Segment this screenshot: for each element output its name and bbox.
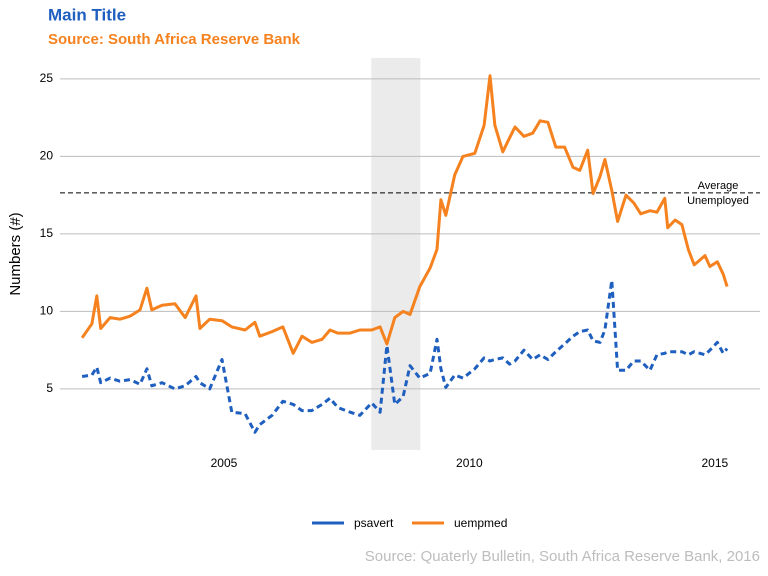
chart-subtitle: Source: South Africa Reserve Bank [48, 31, 301, 48]
y-tick-label: 15 [40, 226, 54, 240]
annotation: Unemployed [687, 195, 749, 207]
legend-label: uempmed [454, 516, 507, 530]
x-tick-label: 2015 [701, 456, 728, 470]
chart-title: Main Title [48, 5, 126, 24]
y-tick-label: 20 [40, 149, 54, 163]
y-tick-label: 10 [40, 304, 54, 318]
x-tick-label: 2010 [456, 456, 483, 470]
legend-label: psavert [354, 516, 394, 530]
x-tick-label: 2005 [211, 456, 238, 470]
y-axis-title: Numbers (#) [7, 212, 24, 295]
series-line [81, 278, 729, 434]
series-line [80, 74, 729, 355]
shaded-period [371, 58, 421, 450]
y-tick-label: 25 [40, 71, 54, 85]
annotation: Average [698, 180, 739, 192]
y-tick-label: 5 [46, 381, 53, 395]
caption: Source: Quaterly Bulletin, South Africa … [365, 548, 760, 565]
